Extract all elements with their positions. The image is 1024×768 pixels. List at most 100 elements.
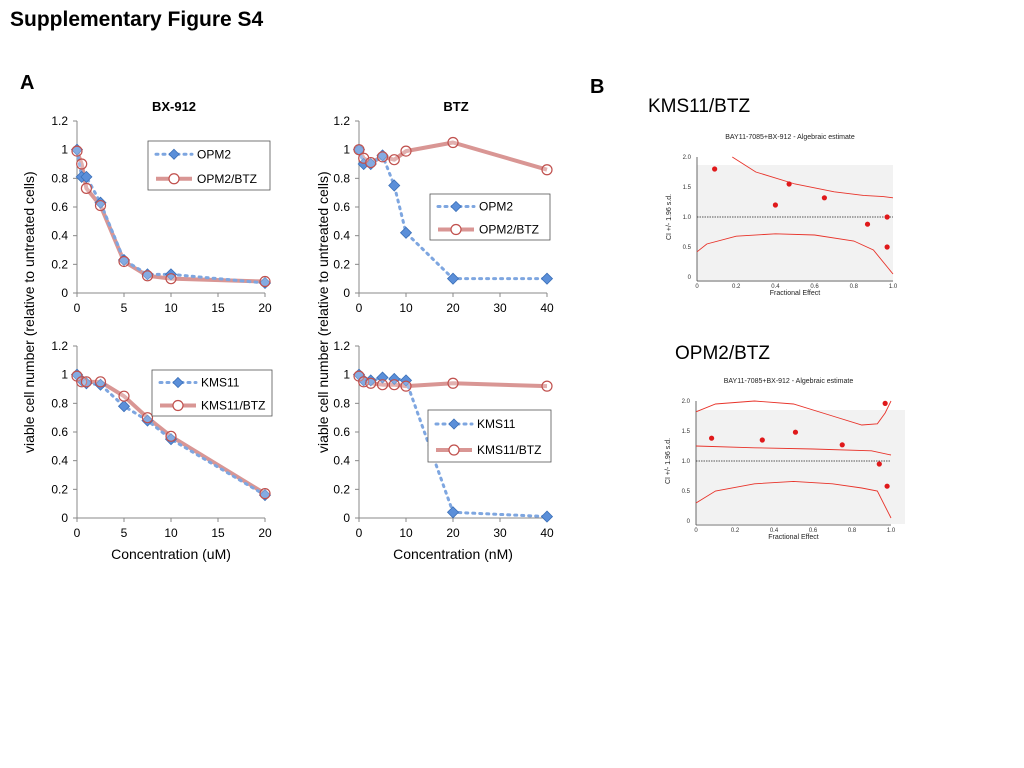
legend-label: OPM2/BTZ: [479, 223, 539, 237]
data-point-diamond: [94, 378, 107, 391]
data-point-circle: [141, 270, 154, 282]
data-point-circle: [94, 376, 107, 388]
x-tick-label: 15: [211, 301, 225, 315]
legend-label: KMS11: [201, 376, 240, 390]
data-point-circle: [76, 158, 88, 170]
y-tick-label: 1: [343, 368, 350, 382]
chart-bx912-kms11: 0 0.2 0.4 0.6 0.8 1 1.2 0 5 10 15 20 Concentration (…: [51, 339, 273, 562]
data-point-circle: [400, 145, 412, 157]
x-tick-label: 0: [695, 284, 699, 290]
y-tick-label: 0.6: [51, 425, 68, 439]
upper-confidence-band: [695, 400, 892, 426]
legend-swatch-marker: [450, 223, 462, 236]
legend-box: [429, 193, 551, 241]
x-tick-label: 40: [540, 301, 554, 315]
y-tick-label: 0.2: [51, 257, 68, 271]
chart-btz-opm2: 0 0.2 0.4 0.6 0.8 1 1.2 0 10 20 30 40 BTZ OPM2 OPM2/BT…: [333, 99, 554, 315]
data-point-diamond: [80, 170, 93, 183]
data-point-diamond: [164, 433, 178, 446]
legend-label: KMS11/BTZ: [477, 443, 541, 457]
x-tick-label: 20: [258, 301, 272, 315]
x-tick-label: 10: [164, 301, 178, 315]
data-point-diamond: [94, 196, 107, 209]
y-tick-label: 1: [61, 143, 68, 157]
ci-data-point: [882, 400, 888, 406]
y-tick-label: 0.8: [333, 396, 350, 410]
data-point-circle: [365, 156, 377, 169]
data-point-diamond: [388, 372, 401, 386]
legend-label: OPM2: [479, 200, 513, 214]
data-point-circle: [353, 144, 365, 156]
x-tick-label: 0.8: [850, 284, 859, 290]
y-tick-label: 0.4: [333, 229, 350, 243]
x-axis-label: Concentration (nM): [393, 546, 513, 562]
data-point-circle: [447, 136, 459, 149]
y-tick-label: 0.5: [682, 489, 691, 495]
x-tick-label: 1.0: [887, 528, 896, 534]
x-tick-label: 10: [164, 526, 178, 540]
x-tick-label: 0: [356, 526, 363, 540]
y-tick-label: 1: [343, 143, 350, 157]
heading-kms11-btz: KMS11/BTZ: [648, 96, 751, 117]
ci-data-point: [772, 202, 779, 208]
legend-label: OPM2: [197, 147, 231, 161]
data-point-diamond: [388, 179, 401, 192]
y-tick-label: 0: [61, 511, 68, 525]
y-tick-label: 0.2: [51, 482, 68, 496]
ci-chart-title: BAY11-7085+BX-912 - Algebraic estimate: [725, 134, 855, 141]
data-point-circle: [94, 199, 107, 212]
data-point-circle: [80, 376, 93, 388]
x-tick-label: 20: [258, 526, 272, 540]
x-tick-label: 15: [211, 526, 225, 540]
x-axis-label: Concentration (uM): [111, 546, 231, 562]
data-point-diamond: [164, 268, 178, 281]
series-line-opm2-btz: [75, 150, 266, 284]
y-tick-label: 0.8: [51, 396, 68, 410]
data-point-diamond: [399, 374, 413, 387]
y-tick-label: 0.8: [333, 171, 350, 185]
heading-opm2-btz: OPM2/BTZ: [675, 343, 771, 364]
x-axis-label: Fractional Effect: [770, 290, 821, 297]
y-tick-label: 2.0: [683, 155, 692, 161]
ci-data-point: [884, 214, 890, 220]
x-tick-label: 20: [446, 526, 460, 540]
data-point-circle: [118, 390, 130, 402]
legend-box: [427, 409, 552, 463]
y-tick-label: 0.8: [51, 171, 68, 185]
legend-swatch-marker: [172, 399, 184, 412]
legend-swatch-marker: [448, 444, 460, 456]
data-point-circle: [541, 164, 553, 176]
y-tick-label: 1.0: [682, 459, 691, 465]
y-tick-label: 0: [688, 275, 692, 281]
ci-data-point: [839, 442, 845, 448]
data-point-circle: [259, 275, 271, 288]
data-point-circle: [376, 151, 389, 163]
x-tick-label: 0: [694, 528, 698, 534]
legend-box: [151, 369, 273, 417]
plot-background: [696, 410, 905, 524]
data-point-circle: [388, 379, 400, 391]
upper-confidence-band: [732, 156, 894, 199]
data-point-circle: [141, 412, 154, 424]
data-point-diamond: [540, 510, 554, 523]
y-tick-label: 0: [343, 286, 350, 300]
ci-data-point: [786, 181, 792, 187]
ci-chart-kms11-btz: BAY11-7085+BX-912 - Algebraic estimate00…: [666, 134, 898, 297]
x-tick-label: 0: [74, 526, 81, 540]
chart-btz-kms11: 0 0.2 0.4 0.6 0.8 1 1.2 0 10 20 30 40 Concentration …: [333, 339, 554, 562]
y-tick-label: 0.2: [333, 257, 350, 271]
ci-data-point: [712, 166, 718, 172]
x-tick-label: 20: [446, 301, 460, 315]
data-point-circle: [447, 377, 459, 389]
ci-data-point: [709, 435, 715, 441]
legend-label: KMS11: [477, 417, 516, 431]
data-point-circle: [165, 430, 177, 442]
panel-a-label: A: [20, 72, 35, 94]
legend-swatch-marker: [168, 148, 180, 160]
y-tick-label: 0: [61, 286, 68, 300]
data-point-diamond: [446, 272, 460, 285]
x-tick-label: 0.2: [731, 528, 740, 534]
y-tick-label: 2.0: [682, 399, 691, 405]
legend-swatch-marker: [168, 173, 180, 185]
